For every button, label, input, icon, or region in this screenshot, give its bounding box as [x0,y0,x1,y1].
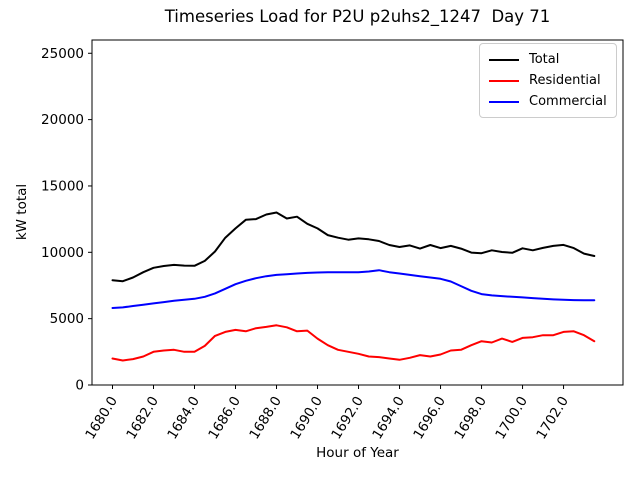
svg-text:1682.0: 1682.0 [123,394,162,443]
svg-text:1700.0: 1700.0 [492,394,531,443]
svg-text:1680.0: 1680.0 [82,394,121,443]
legend-item-commercial: Commercial [489,93,607,110]
svg-text:1688.0: 1688.0 [246,394,285,443]
commercial-line-swatch [489,100,519,103]
legend-item-residential: Residential [489,72,607,89]
svg-text:15000: 15000 [41,178,84,194]
svg-text:1694.0: 1694.0 [369,394,408,443]
total-line-swatch [489,58,519,61]
svg-text:0: 0 [75,378,84,394]
legend: Total Residential Commercial [479,43,617,118]
svg-text:1692.0: 1692.0 [328,394,367,443]
svg-text:1696.0: 1696.0 [410,394,449,443]
svg-text:25000: 25000 [41,46,84,62]
legend-label-commercial: Commercial [529,94,607,109]
svg-text:1702.0: 1702.0 [533,394,572,443]
legend-label-residential: Residential [529,73,601,88]
legend-item-total: Total [489,51,607,68]
svg-text:20000: 20000 [41,112,84,128]
svg-text:5000: 5000 [50,311,84,327]
svg-text:1690.0: 1690.0 [287,394,326,443]
residential-line-swatch [489,79,519,82]
legend-label-total: Total [529,52,560,67]
svg-text:1698.0: 1698.0 [451,394,490,443]
svg-text:1684.0: 1684.0 [164,394,203,443]
svg-text:10000: 10000 [41,245,84,261]
x-axis-label: Hour of Year [316,445,399,461]
chart-title: Timeseries Load for P2U p2uhs2_1247 Day … [164,7,551,26]
svg-text:1686.0: 1686.0 [205,394,244,443]
